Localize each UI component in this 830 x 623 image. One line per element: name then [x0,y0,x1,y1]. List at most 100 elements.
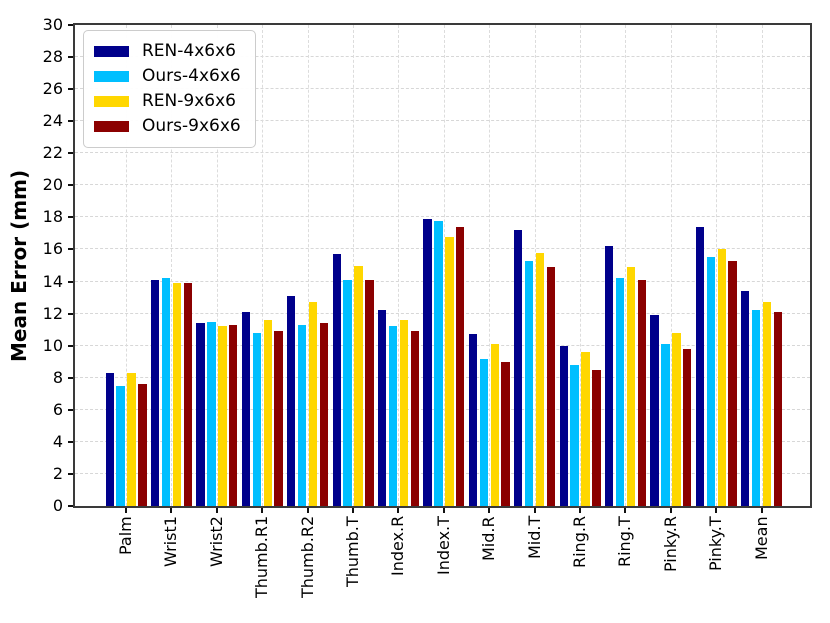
y-tick-label: 2 [52,463,63,483]
bar [490,344,499,506]
bar [570,364,579,506]
x-tick-label: Palm [116,516,135,555]
horizontal-gridline [75,88,810,90]
y-axis-tick-mark [68,216,73,219]
plot-area: REN-4x6x6 Ours-4x6x6 REN-9x6x6 Ours-9x6x6 0… [43,17,812,598]
y-tick-label: 18 [42,207,63,227]
vertical-gridline [353,25,354,506]
bar [683,348,692,506]
x-axis-tick-mark [306,508,309,513]
bar [410,331,420,506]
x-axis-tick-mark [715,508,718,513]
vertical-gridline [625,25,627,506]
legend-item: Ours-9x6x6 [94,114,241,139]
bar [377,310,387,506]
horizontal-gridline [75,216,810,218]
x-axis-tick-mark [624,508,627,513]
y-tick-label: 24 [42,111,63,131]
y-tick-label: 8 [52,367,63,387]
y-tick-label: 14 [42,271,63,291]
bar [105,372,114,506]
x-axis-tick-mark [397,508,400,513]
legend: REN-4x6x6 Ours-4x6x6 REN-9x6x6 Ours-9x6x6 [83,30,256,148]
x-axis-tick-mark [533,508,536,513]
vertical-gridline [716,25,718,506]
y-tick-label: 22 [42,143,63,163]
horizontal-gridline [75,56,810,58]
x-axis-tick-mark [261,508,264,513]
bar [717,249,726,506]
bar [308,302,318,506]
x-tick-label: Thumb.T [343,516,362,587]
x-tick-label: Mean [751,516,771,560]
vertical-gridline [171,25,173,506]
y-tick-label: 28 [42,47,63,67]
legend-swatch [94,96,129,107]
bar [263,320,272,506]
y-tick-label: 6 [52,399,63,419]
x-tick-label: Index.T [433,516,453,575]
bar [637,279,647,506]
y-axis-tick-mark [68,56,73,59]
y-tick-label: 4 [52,431,63,451]
bar [479,358,489,506]
bar [581,352,590,506]
legend-label: REN-4x6x6 [142,41,236,61]
y-axis-tick-mark [68,440,73,443]
vertical-gridline [262,25,264,506]
y-axis-tick-mark [68,120,73,123]
bar [172,283,182,506]
x-tick-label: Wrist1 [161,516,181,567]
bar [229,324,238,506]
bar [207,321,216,506]
vertical-gridline [761,25,763,506]
bar [535,252,545,506]
vertical-gridline [670,25,672,506]
bar [116,385,125,506]
bar [388,326,398,506]
x-axis-tick-mark [125,508,127,513]
bar [672,332,681,506]
x-tick-label: Thumb.R2 [297,516,317,599]
legend-item: Ours-4x6x6 [94,64,241,89]
x-tick-label: Thumb.R1 [252,516,272,599]
bar [468,334,478,506]
y-tick-label: 0 [52,496,63,515]
y-axis-title: Mean Error (mm) [7,169,31,362]
x-tick-label: Mid.T [524,516,544,560]
x-axis-tick-mark [442,508,445,513]
bar [661,344,670,506]
bar [604,246,614,506]
bar [762,302,772,506]
bar [728,260,737,506]
legend-swatch [94,46,129,57]
bar [592,369,601,506]
y-tick-label: 30 [42,15,63,34]
bar [434,220,443,506]
bar [741,291,750,506]
x-axis-tick-mark [170,508,173,513]
bar [354,265,363,506]
vertical-gridline [489,25,491,506]
bar [546,267,556,506]
y-axis-tick-mark [68,505,73,507]
bar [127,372,136,506]
y-tick-label: 20 [42,175,63,195]
bar [423,219,432,506]
horizontal-gridline [75,152,810,154]
y-axis-tick-mark [68,312,73,315]
y-axis-tick-mark [68,344,73,347]
vertical-gridline [216,25,218,506]
horizontal-gridline [75,184,810,186]
bar [626,267,636,506]
bar [525,260,534,506]
x-axis-tick-mark [760,508,763,513]
vertical-gridline [398,25,400,506]
vertical-gridline [534,25,536,506]
bar [241,312,251,506]
vertical-gridline [126,25,127,506]
bar [252,332,262,506]
legend-label: Ours-4x6x6 [142,66,241,86]
bar [196,323,205,506]
y-axis-tick-mark [68,152,73,155]
